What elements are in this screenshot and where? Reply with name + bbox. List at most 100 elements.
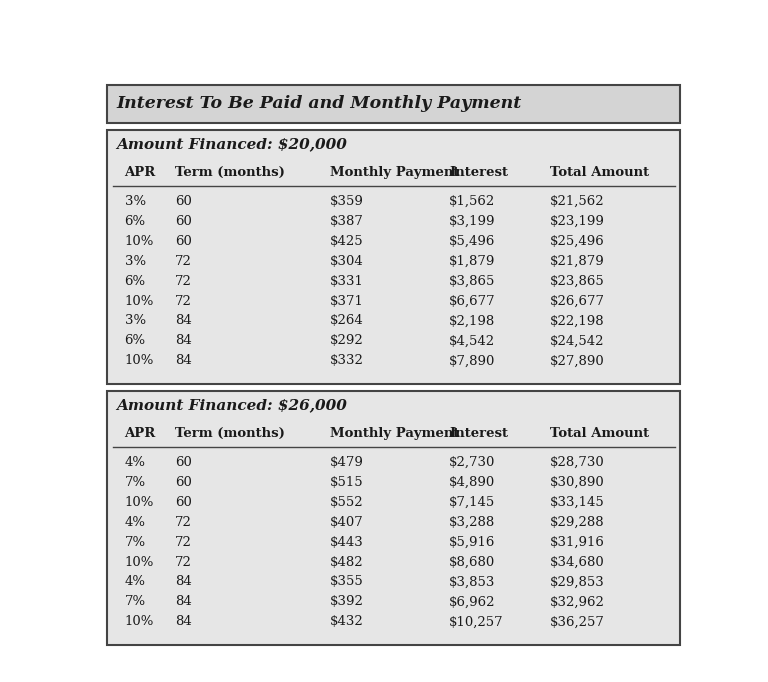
Text: Term (months): Term (months) (175, 428, 285, 441)
Bar (107, 85, 680, 123)
Text: APR: APR (124, 166, 156, 179)
Text: $392: $392 (330, 595, 364, 608)
Text: $21,562: $21,562 (550, 195, 604, 208)
Text: $6,677: $6,677 (449, 295, 495, 308)
Text: $479: $479 (330, 456, 364, 469)
Bar (107, 130, 680, 384)
Text: 10%: 10% (124, 496, 154, 509)
Text: $432: $432 (330, 615, 364, 628)
Text: $2,730: $2,730 (449, 456, 495, 469)
Text: $1,879: $1,879 (449, 254, 495, 267)
Text: $21,879: $21,879 (550, 254, 605, 267)
Text: $8,680: $8,680 (449, 556, 495, 569)
Text: 10%: 10% (124, 355, 154, 368)
Text: $26,677: $26,677 (550, 295, 605, 308)
Text: 4%: 4% (124, 516, 146, 529)
Text: $331: $331 (330, 275, 364, 288)
Text: 3%: 3% (124, 314, 146, 327)
Text: 7%: 7% (124, 595, 146, 608)
Text: 10%: 10% (124, 556, 154, 569)
Text: $10,257: $10,257 (449, 615, 504, 628)
Text: $552: $552 (330, 496, 363, 509)
Text: APR: APR (124, 428, 156, 441)
Text: $4,890: $4,890 (449, 476, 495, 489)
Text: Interest To Be Paid and Monthly Payment: Interest To Be Paid and Monthly Payment (116, 95, 521, 113)
Text: $31,916: $31,916 (550, 535, 605, 548)
Text: 84: 84 (175, 576, 192, 589)
Text: $387: $387 (330, 215, 364, 228)
Text: $4,542: $4,542 (449, 334, 495, 347)
Text: $359: $359 (330, 195, 364, 208)
Text: 72: 72 (175, 516, 192, 529)
Text: 60: 60 (175, 235, 192, 248)
Text: 7%: 7% (124, 476, 146, 489)
Text: 6%: 6% (124, 275, 146, 288)
Text: Total Amount: Total Amount (550, 428, 649, 441)
Text: $371: $371 (330, 295, 364, 308)
Text: $25,496: $25,496 (550, 235, 605, 248)
Text: $5,496: $5,496 (449, 235, 495, 248)
Text: $33,145: $33,145 (550, 496, 605, 509)
Text: 7%: 7% (124, 535, 146, 548)
Text: $36,257: $36,257 (550, 615, 605, 628)
Text: $23,199: $23,199 (550, 215, 605, 228)
Text: 72: 72 (175, 556, 192, 569)
Bar (107, 391, 680, 644)
Text: 60: 60 (175, 215, 192, 228)
Text: $23,865: $23,865 (550, 275, 605, 288)
Text: Interest: Interest (449, 428, 508, 441)
Text: $30,890: $30,890 (550, 476, 605, 489)
Text: $34,680: $34,680 (550, 556, 605, 569)
Text: $425: $425 (330, 235, 363, 248)
Text: 60: 60 (175, 456, 192, 469)
Text: $355: $355 (330, 576, 364, 589)
Text: $515: $515 (330, 476, 363, 489)
Text: $6,962: $6,962 (449, 595, 495, 608)
Text: Monthly Payment: Monthly Payment (330, 166, 459, 179)
Text: $482: $482 (330, 556, 363, 569)
Text: $304: $304 (330, 254, 364, 267)
Text: $1,562: $1,562 (449, 195, 495, 208)
Text: 84: 84 (175, 355, 192, 368)
Text: 84: 84 (175, 314, 192, 327)
Text: $22,198: $22,198 (550, 314, 604, 327)
Text: 6%: 6% (124, 334, 146, 347)
Text: $3,865: $3,865 (449, 275, 495, 288)
Text: $3,853: $3,853 (449, 576, 495, 589)
Text: 72: 72 (175, 535, 192, 548)
Text: 84: 84 (175, 595, 192, 608)
Text: 3%: 3% (124, 195, 146, 208)
Text: $7,890: $7,890 (449, 355, 495, 368)
Text: 6%: 6% (124, 215, 146, 228)
Text: $32,962: $32,962 (550, 595, 605, 608)
Text: Amount Financed: $20,000: Amount Financed: $20,000 (116, 137, 347, 151)
Text: 84: 84 (175, 334, 192, 347)
Text: 10%: 10% (124, 235, 154, 248)
Text: 3%: 3% (124, 254, 146, 267)
Text: Amount Financed: $26,000: Amount Financed: $26,000 (116, 398, 347, 412)
Text: $3,288: $3,288 (449, 516, 495, 529)
Text: Term (months): Term (months) (175, 166, 285, 179)
Text: 4%: 4% (124, 456, 146, 469)
Text: $332: $332 (330, 355, 364, 368)
Text: $24,542: $24,542 (550, 334, 604, 347)
Text: $7,145: $7,145 (449, 496, 495, 509)
Text: Interest: Interest (449, 166, 508, 179)
Text: Total Amount: Total Amount (550, 166, 649, 179)
Text: $5,916: $5,916 (449, 535, 495, 548)
Text: 72: 72 (175, 295, 192, 308)
Text: 72: 72 (175, 275, 192, 288)
Text: $2,198: $2,198 (449, 314, 495, 327)
Text: $29,853: $29,853 (550, 576, 605, 589)
Text: 10%: 10% (124, 295, 154, 308)
Text: $292: $292 (330, 334, 364, 347)
Text: $28,730: $28,730 (550, 456, 605, 469)
Text: Monthly Payment: Monthly Payment (330, 428, 459, 441)
Text: 60: 60 (175, 476, 192, 489)
Text: 60: 60 (175, 195, 192, 208)
Text: $264: $264 (330, 314, 364, 327)
Text: $443: $443 (330, 535, 364, 548)
Text: 72: 72 (175, 254, 192, 267)
Text: 4%: 4% (124, 576, 146, 589)
Text: 60: 60 (175, 496, 192, 509)
